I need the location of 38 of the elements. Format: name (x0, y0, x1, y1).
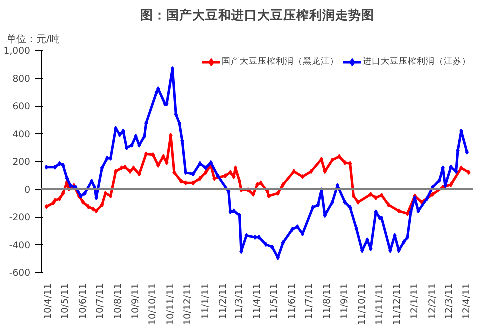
x-tick-label: 11/11/11 (374, 283, 386, 326)
x-tick-label: 12/2/11 (427, 283, 438, 320)
x-tick-label: 11/2/11 (218, 283, 230, 320)
x-tick-label: 11/9/11 (340, 283, 351, 320)
x-tick-label: 10/12/11 (182, 283, 194, 326)
y-tick-label: 800 (12, 74, 31, 85)
x-tick-label: 10/6/11 (78, 283, 89, 320)
y-tick-label: 0 (24, 184, 31, 196)
x-tick-label: 10/4/11 (42, 283, 54, 320)
y-tick-label: -400 (9, 240, 31, 252)
x-tick-label: 10/7/11 (95, 283, 106, 320)
x-tick-label: 11/1/11 (200, 283, 212, 320)
y-tick-label: 400 (12, 129, 31, 140)
y-tick-label: 1,000 (4, 46, 31, 57)
text: 单位：元/吨 (6, 34, 60, 46)
x-tick-label: 11/12/11 (392, 283, 403, 326)
x-tick-label: 10/10/11 (148, 283, 159, 326)
legend-label: 进口大豆压榨利润（江苏） (363, 56, 471, 68)
x-tick-label: 11/4/11 (252, 283, 263, 320)
x-tick-label: 10/8/11 (112, 283, 124, 320)
y-tick-label: 600 (12, 102, 31, 112)
x-tick-label: 12/1/11 (410, 283, 421, 320)
y-tick-label: -600 (9, 268, 31, 279)
y-tick-label: 200 (12, 157, 31, 168)
x-tick-label: 11/6/11 (286, 283, 298, 320)
x-tick-label: 12/3/11 (444, 283, 455, 320)
x-tick-label: 10/5/11 (60, 283, 72, 320)
y-tick-label: -200 (9, 212, 31, 224)
x-tick-label: 11/3/11 (234, 283, 246, 320)
chart-title: 图：国产大豆和进口大豆压榨利润走势图 (140, 8, 374, 22)
x-tick-label: 10/9/11 (130, 283, 142, 320)
x-tick-label: 11/8/11 (322, 283, 333, 320)
x-tick-label: 11/7/11 (304, 283, 316, 320)
x-tick-label: 12/4/11 (462, 283, 473, 320)
legend-label: 国产大豆压榨利润（黑龙江） (222, 56, 339, 68)
x-tick-label: 10/11/11 (165, 283, 176, 326)
x-tick-label: 11/10/11 (356, 283, 368, 326)
x-tick-label: 11/5/11 (269, 283, 280, 320)
